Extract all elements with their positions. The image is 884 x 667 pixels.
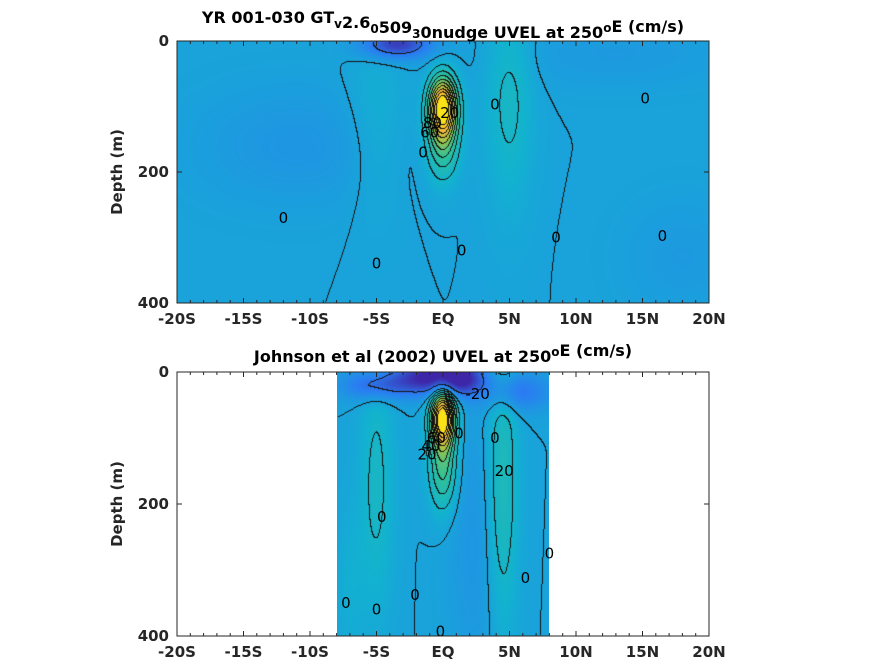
x-tick-label: 10N — [559, 643, 592, 661]
contour-label: 0 — [279, 209, 289, 227]
y-axis-label: Depth (m) — [108, 461, 126, 547]
x-tick-label: 15N — [626, 310, 659, 328]
x-tick-label: EQ — [432, 643, 455, 661]
x-tick-label: 20N — [692, 643, 725, 661]
x-tick-label: -5S — [363, 310, 390, 328]
y-tick-label: 0 — [159, 363, 169, 381]
contour-label: 0 — [372, 255, 382, 273]
contour-label: 0 — [551, 229, 561, 247]
contour-label: 0 — [545, 545, 555, 563]
contour-label: 20 — [440, 104, 459, 122]
contour-label: 0 — [454, 424, 464, 442]
contour-label: 0 — [418, 143, 428, 161]
contour-label: 0 — [521, 569, 531, 587]
contour-label: -20 — [465, 385, 490, 403]
contour-label: 80 — [423, 114, 442, 132]
y-tick-label: 400 — [138, 627, 169, 645]
y-tick-label: 200 — [138, 495, 169, 513]
y-tick-label: 0 — [159, 32, 169, 50]
contour-label: 0 — [457, 242, 467, 260]
chart-title-part: 0 — [370, 22, 378, 36]
x-tick-label: 15N — [626, 643, 659, 661]
x-tick-label: -10S — [291, 310, 329, 328]
contour-label: 0 — [490, 96, 500, 114]
chart-title-part: 0nudge UVEL at 250 — [420, 23, 603, 42]
contour-label: 0 — [341, 594, 351, 612]
chart-title: Johnson et al (2002) UVEL at 250oE (cm/s… — [253, 341, 632, 366]
contour-label: 20 — [417, 446, 436, 464]
chart-title-part: v — [334, 17, 342, 31]
chart-title-part: 3 — [412, 27, 420, 41]
contour-label: 0 — [658, 227, 668, 245]
contour-label: 60 — [427, 429, 446, 447]
y-tick-label: 200 — [138, 163, 169, 181]
x-tick-label: -20S — [158, 310, 196, 328]
chart-title-part: o — [603, 21, 611, 35]
x-tick-label: -15S — [225, 643, 263, 661]
x-tick-label: -15S — [225, 310, 263, 328]
contour-label: 0 — [377, 508, 387, 526]
chart-title-part: 509 — [379, 18, 412, 37]
x-tick-label: EQ — [432, 310, 455, 328]
contour-label: 0 — [490, 429, 500, 447]
chart-title-part: Johnson et al (2002) UVEL at 250 — [253, 347, 551, 366]
contour-label: 0 — [436, 622, 446, 640]
heatmap-field — [337, 372, 549, 636]
x-tick-label: -10S — [291, 643, 329, 661]
contour-label: 60 — [420, 124, 439, 142]
x-tick-label: -20S — [158, 643, 196, 661]
y-tick-label: 400 — [138, 294, 169, 312]
heatmap-field — [177, 41, 709, 303]
chart-title-part: YR 001-030 GT — [201, 8, 334, 27]
chart-title-part: E (cm/s) — [611, 17, 684, 36]
contour-label: 20 — [495, 462, 514, 480]
chart-title-part: o — [551, 345, 559, 359]
chart-title: YR 001-030 GTv2.6050930nudge UVEL at 250… — [201, 8, 684, 42]
chart-title-part: 2.6 — [342, 13, 370, 32]
x-tick-label: 20N — [692, 310, 725, 328]
contour-label: 0 — [372, 601, 382, 619]
x-tick-label: 10N — [559, 310, 592, 328]
x-tick-label: -5S — [363, 643, 390, 661]
chart-title-part: E (cm/s) — [559, 341, 632, 360]
contour-label: 40 — [421, 437, 440, 455]
x-tick-label: 5N — [498, 310, 521, 328]
contour-label: 0 — [640, 90, 650, 108]
x-tick-label: 5N — [498, 643, 521, 661]
contour-label: 0 — [410, 586, 420, 604]
y-axis-label: Depth (m) — [108, 129, 126, 215]
